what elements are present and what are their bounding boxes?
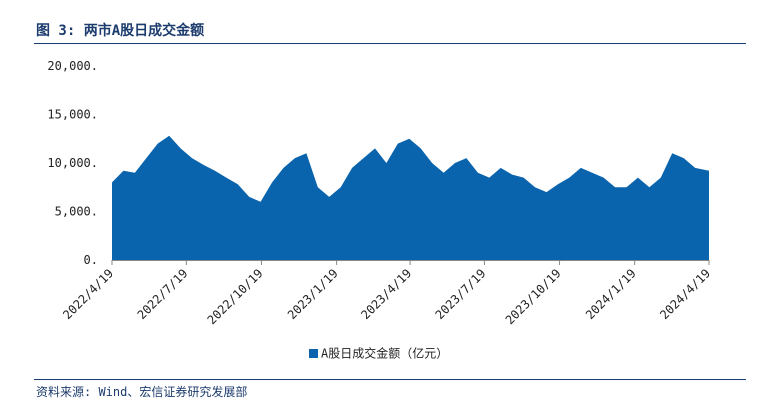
x-tick-label: 2024/4/19 <box>657 266 713 322</box>
plot-area <box>112 135 709 260</box>
legend-label: A股日成交金额（亿元） <box>321 346 448 361</box>
y-axis: 0. 5,000. 10,000. 15,000. 20,000. <box>47 59 98 267</box>
series-area <box>112 135 709 260</box>
source-note: 资料来源: Wind、宏信证券研究发展部 <box>36 385 248 399</box>
y-tick-label: 20,000. <box>47 59 98 73</box>
x-tick-label: 2022/4/19 <box>60 266 116 322</box>
x-tick-label: 2022/10/19 <box>205 266 266 327</box>
x-tick-label: 2023/4/19 <box>358 266 414 322</box>
y-tick-label: 0. <box>84 253 98 267</box>
legend: A股日成交金额（亿元） <box>309 346 448 361</box>
x-tick-label: 2022/7/19 <box>135 266 191 322</box>
y-tick-label: 5,000. <box>55 205 98 219</box>
x-tick-label: 2024/1/19 <box>583 266 639 322</box>
area-chart: 0.5,000.10,000.15,000.20,000. 2022/4/19 2… <box>47 59 713 361</box>
figure-title: 图 3: 两市A股日成交金额 <box>36 23 205 39</box>
legend-swatch <box>309 349 318 358</box>
x-tick-label: 2023/1/19 <box>285 266 341 322</box>
x-tick-label: 2023/7/19 <box>433 266 489 322</box>
y-tick-label: 15,000. <box>47 108 98 122</box>
y-tick-label: 10,000. <box>47 156 98 170</box>
footer-divider <box>34 379 746 380</box>
title-divider <box>34 43 746 44</box>
x-tick-label: 2023/10/19 <box>503 266 564 327</box>
x-axis: 2022/4/19 2022/7/19 2022/10/19 2023/1/19 202… <box>60 260 713 327</box>
